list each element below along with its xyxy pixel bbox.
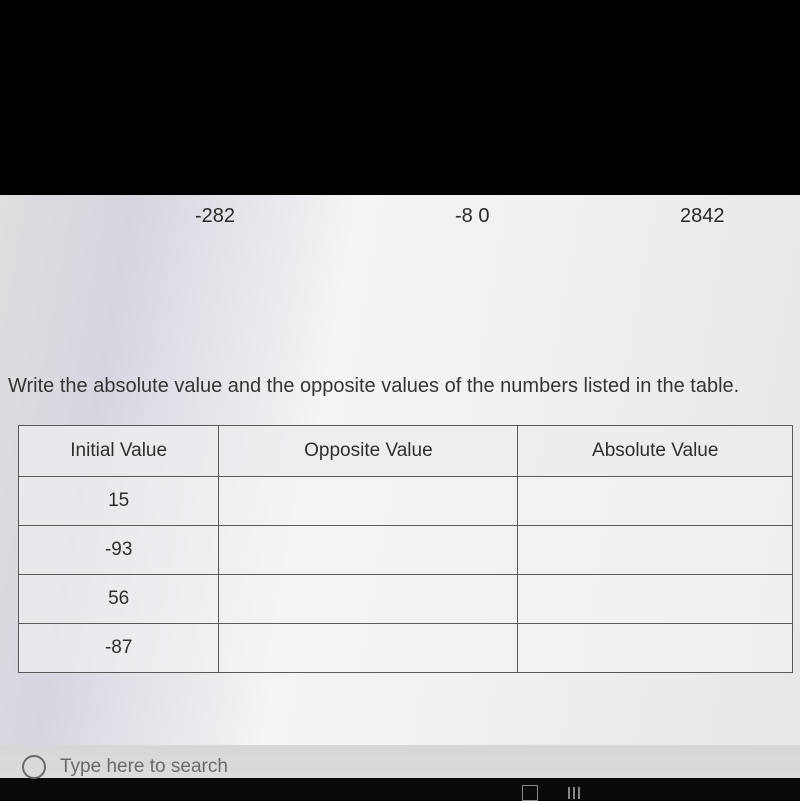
search-box[interactable]: Type here to search	[22, 755, 228, 779]
cell-absolute[interactable]	[518, 477, 793, 526]
values-table: Initial Value Opposite Value Absolute Va…	[18, 425, 793, 673]
search-icon	[22, 755, 46, 779]
cell-initial: -87	[19, 624, 219, 673]
cell-opposite[interactable]	[219, 526, 518, 575]
table-row: 15	[19, 477, 793, 526]
cell-opposite[interactable]	[219, 575, 518, 624]
search-placeholder: Type here to search	[60, 756, 228, 778]
cell-absolute[interactable]	[518, 526, 793, 575]
table-header-row: Initial Value Opposite Value Absolute Va…	[19, 426, 793, 477]
content-area: -282 -8 0 2842 Write the absolute value …	[0, 195, 800, 745]
table-row: -87	[19, 624, 793, 673]
taskview-icon[interactable]	[522, 785, 538, 801]
col-opposite-value: Opposite Value	[219, 426, 518, 477]
number-b: -8 0	[455, 205, 489, 228]
number-a: -282	[195, 205, 235, 228]
cell-opposite[interactable]	[219, 477, 518, 526]
number-c: 2842	[680, 205, 725, 228]
col-absolute-value: Absolute Value	[518, 426, 793, 477]
cell-initial: 56	[19, 575, 219, 624]
taskbar-icons	[522, 785, 580, 801]
table-row: 56	[19, 575, 793, 624]
cell-absolute[interactable]	[518, 575, 793, 624]
cell-initial: 15	[19, 477, 219, 526]
cell-initial: -93	[19, 526, 219, 575]
table-row: -93	[19, 526, 793, 575]
col-initial-value: Initial Value	[19, 426, 219, 477]
cell-absolute[interactable]	[518, 624, 793, 673]
taskbar-app-icon[interactable]	[568, 787, 580, 799]
taskbar: Type here to search	[0, 745, 800, 800]
cell-opposite[interactable]	[219, 624, 518, 673]
instruction-text: Write the absolute value and the opposit…	[8, 375, 798, 398]
